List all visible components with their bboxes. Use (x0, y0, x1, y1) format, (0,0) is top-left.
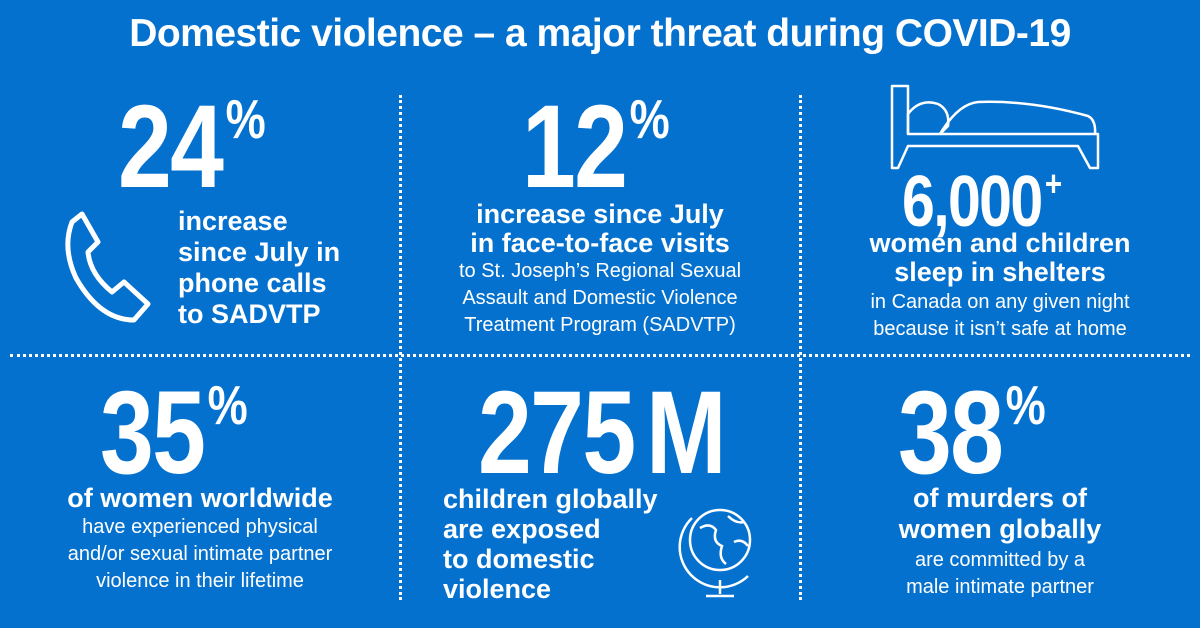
stat-value: 35% (100, 367, 248, 499)
bed-icon (890, 84, 1100, 170)
stat-value: 6,000+ (902, 162, 1062, 242)
stat-description: women and children sleep in shelters in C… (869, 228, 1131, 341)
phone-icon (65, 211, 151, 323)
stat-value: 38% (898, 367, 1046, 499)
stat-description: children globally are exposed to domestic v… (443, 484, 658, 604)
stat-value: 12% (522, 81, 670, 213)
divider-vertical (399, 95, 402, 600)
stat-description: increase since July in face-to-face visit… (458, 199, 742, 337)
stat-value: 275M (478, 367, 727, 499)
page-title: Domestic violence – a major threat durin… (129, 12, 1071, 55)
stat-description: increase since July in phone calls to SADVT… (178, 206, 341, 329)
divider-horizontal (10, 354, 1190, 357)
stat-description: of women worldwide have experienced phys… (67, 483, 333, 592)
divider-vertical (799, 95, 802, 600)
stat-description: of murders of women globally are committe… (898, 483, 1102, 598)
globe-icon (678, 508, 752, 598)
stat-value: 24% (118, 81, 266, 213)
